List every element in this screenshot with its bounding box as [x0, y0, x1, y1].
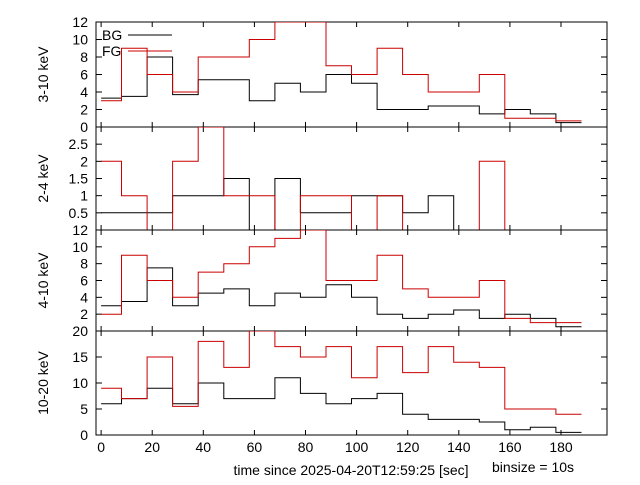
x-axis-label: time since 2025-04-20T12:59:25 [sec] — [233, 462, 468, 478]
y-tick-label: 2 — [80, 102, 88, 118]
series-fg-line-panel-1 — [101, 22, 582, 122]
y-tick-label: 2 — [80, 306, 88, 322]
y-tick-label: 10 — [72, 32, 88, 48]
y-tick-label: 12 — [72, 14, 88, 30]
series-fg-line-panel-4 — [101, 331, 582, 415]
legend-label-bg: BG — [102, 27, 122, 43]
y-tick-label: 2.5 — [69, 136, 89, 152]
x-tick-label: 120 — [396, 439, 420, 455]
y-tick-label: 8 — [80, 49, 88, 65]
y-tick-label: 8 — [80, 256, 88, 272]
y-tick-label: 12 — [72, 222, 88, 238]
x-tick-label: 40 — [196, 439, 212, 455]
panel-1-y-axis-label: 3-10 keV — [35, 46, 51, 103]
y-tick-label: 4 — [80, 84, 88, 100]
y-tick-label: 6 — [80, 67, 88, 83]
panel-1: 02 46 810 12 3-10 keV — [35, 14, 608, 135]
panel-4: 0 5 10 15 20 10-20 keV — [35, 323, 608, 443]
y-tick-label: 2 — [80, 153, 88, 169]
x-tick-label: 100 — [345, 439, 369, 455]
panel-2-y-axis-label: 2-4 keV — [35, 154, 51, 203]
y-tick-label: 5 — [80, 401, 88, 417]
x-tick-label: 20 — [144, 439, 160, 455]
y-tick-label: 0 — [80, 119, 88, 135]
y-tick-label: 20 — [72, 323, 88, 339]
series-fg-line-panel-2 — [101, 127, 582, 230]
x-tick-label: 140 — [447, 439, 471, 455]
y-tick-label: 10 — [72, 239, 88, 255]
panel-3-y-axis-label: 4-10 keV — [35, 252, 51, 309]
x-tick-label: 0 — [97, 439, 105, 455]
x-tick-label: 60 — [247, 439, 263, 455]
series-fg-line-panel-3 — [101, 230, 582, 324]
series-bg-line-panel-3 — [101, 267, 582, 328]
x-tick-label: 160 — [498, 439, 522, 455]
series-bg-line-panel-2 — [101, 178, 582, 230]
legend-label-fg: FG — [102, 43, 121, 59]
y-tick-label: 10 — [72, 375, 88, 391]
binsize-annotation: binsize = 10s — [492, 459, 574, 475]
y-tick-label: 1.5 — [69, 171, 89, 187]
y-tick-label: 0 — [80, 427, 88, 443]
panel-4-y-axis-label: 10-20 keV — [35, 350, 51, 414]
y-tick-label: 15 — [72, 349, 88, 365]
x-tick-label: 180 — [549, 439, 573, 455]
y-tick-label: 1 — [80, 188, 88, 204]
y-tick-label: 6 — [80, 273, 88, 289]
y-tick-label: 4 — [80, 289, 88, 305]
y-tick-label: 0.5 — [69, 205, 89, 221]
x-tick-label: 80 — [298, 439, 314, 455]
